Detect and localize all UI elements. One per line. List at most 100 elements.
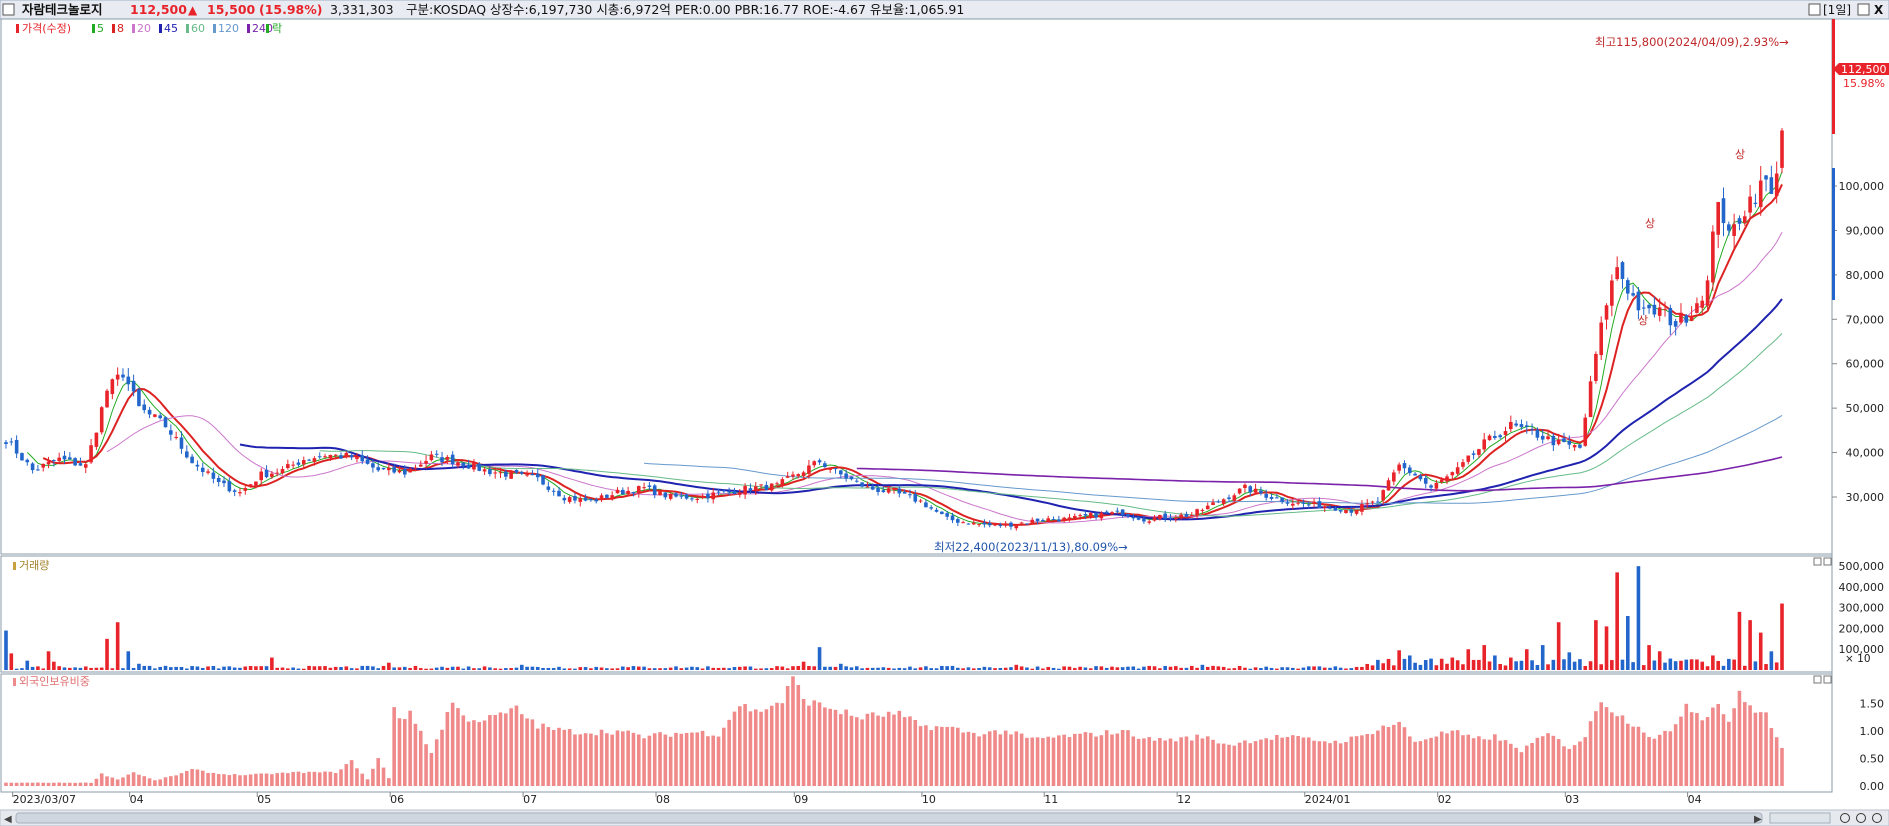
candle-body — [461, 462, 466, 467]
foreign-bar — [1636, 726, 1641, 786]
volume-bar — [961, 668, 965, 670]
foreign-bar — [1689, 712, 1694, 786]
window-menu-icon[interactable] — [2, 3, 15, 16]
candle-body — [216, 477, 221, 482]
foreign-bar — [41, 782, 46, 786]
candle-body — [1009, 522, 1013, 527]
ma-legend-label: 8 — [117, 22, 124, 35]
zoom-out-icon[interactable] — [1840, 813, 1850, 823]
candle-body — [1147, 521, 1152, 523]
last-price-badge: 112,500 15.98% — [1833, 63, 1889, 90]
candle-body — [1072, 516, 1077, 519]
candle-body — [339, 455, 343, 459]
current-price: 112,500 — [130, 2, 187, 17]
ma-legend: 가격(수정) 5 8 20 45 60 120 240 락 — [16, 22, 282, 35]
foreign-bar — [376, 758, 381, 786]
foreign-panel-max-icon[interactable] — [1813, 675, 1822, 684]
zoom-in-icon[interactable] — [1856, 813, 1866, 823]
foreign-bar — [105, 776, 109, 786]
candle-body — [956, 519, 960, 523]
candle-body — [541, 475, 545, 485]
candle-body — [238, 492, 242, 494]
foreign-bar — [621, 731, 625, 786]
candle-body — [243, 488, 248, 491]
candle-body — [913, 494, 918, 502]
volume-bar — [727, 668, 731, 670]
volume-bar — [977, 668, 981, 670]
scroll-left-icon[interactable]: ◀ — [4, 814, 12, 825]
volume-bar — [1253, 667, 1258, 670]
foreign-bar — [1041, 738, 1045, 786]
foreign-bar — [57, 782, 61, 786]
candle-body — [312, 458, 317, 462]
candle-body — [206, 471, 210, 473]
volume-bar — [541, 667, 545, 670]
candle-body — [1200, 509, 1205, 511]
volume-bar — [1248, 668, 1253, 670]
price-change-pct: (15.98%) — [259, 2, 323, 17]
zoom-reset-icon[interactable] — [1872, 813, 1882, 823]
volume-bar — [1067, 666, 1072, 670]
candle-body — [1296, 502, 1300, 504]
minimize-icon[interactable] — [1857, 3, 1870, 16]
scroll-right-icon[interactable]: ▶ — [1754, 814, 1762, 825]
volume-bar — [1381, 663, 1385, 670]
volume-bar — [690, 666, 694, 670]
candle-body — [647, 485, 652, 487]
volume-bar — [1317, 666, 1322, 670]
foreign-bar — [748, 711, 753, 786]
volume-bar — [1014, 664, 1019, 670]
foreign-bar — [509, 708, 513, 786]
date-tick-label: 12 — [1177, 793, 1191, 806]
volume-bar — [530, 666, 535, 670]
foreign-bar — [1046, 736, 1051, 786]
candle-body — [9, 441, 14, 443]
volume-bar — [594, 666, 599, 670]
foreign-bar — [833, 709, 838, 786]
candle-body — [1742, 216, 1747, 223]
volume-bar — [769, 668, 774, 670]
volume-bar — [1280, 667, 1284, 670]
candle-body — [567, 497, 572, 502]
volume-bar — [1115, 667, 1120, 670]
foreign-bar — [1248, 743, 1253, 786]
foreign-bar — [280, 772, 285, 786]
volume-bar — [599, 667, 604, 670]
volume-bar — [1126, 666, 1130, 670]
foreign-bar — [1200, 738, 1205, 786]
candle-body — [652, 485, 657, 495]
foreign-panel-close-icon[interactable] — [1823, 675, 1832, 684]
foreign-bar — [1386, 727, 1391, 786]
candle-body — [1062, 517, 1066, 521]
candle-body — [1610, 280, 1614, 306]
candle-body — [424, 461, 428, 464]
foreign-bar — [1152, 740, 1157, 786]
foreign-bar — [1439, 731, 1444, 786]
foreign-bar — [482, 720, 487, 786]
volume-panel-max-icon[interactable] — [1813, 557, 1822, 566]
candle-body — [504, 471, 508, 477]
close-icon[interactable]: X — [1874, 3, 1884, 17]
volume-bar — [1753, 661, 1758, 670]
scrollbar-thumb[interactable] — [15, 812, 1763, 824]
price-legend-swatch — [16, 24, 19, 33]
volume-axis: 100,000 200,000 300,000 400,000 500,000 — [1839, 560, 1885, 656]
candle-body — [1386, 480, 1391, 491]
volume-panel-close-icon[interactable] — [1823, 557, 1832, 566]
volume-bar — [1551, 659, 1556, 670]
restore-icon[interactable] — [1808, 3, 1821, 16]
foreign-bar — [190, 769, 194, 786]
candle-body — [1758, 180, 1763, 208]
zoom-slider[interactable] — [1769, 812, 1831, 824]
candle-body — [78, 463, 83, 466]
volume-bar — [1195, 667, 1199, 670]
ma-legend-label: 60 — [191, 22, 205, 35]
foreign-bar — [216, 774, 221, 786]
period-selector[interactable]: [1일] — [1823, 3, 1851, 17]
volume-bar — [753, 668, 758, 670]
volume-bar — [1216, 666, 1221, 670]
candle-body — [153, 414, 157, 417]
foreign-bar — [1115, 733, 1120, 786]
volume-bar — [137, 663, 141, 670]
